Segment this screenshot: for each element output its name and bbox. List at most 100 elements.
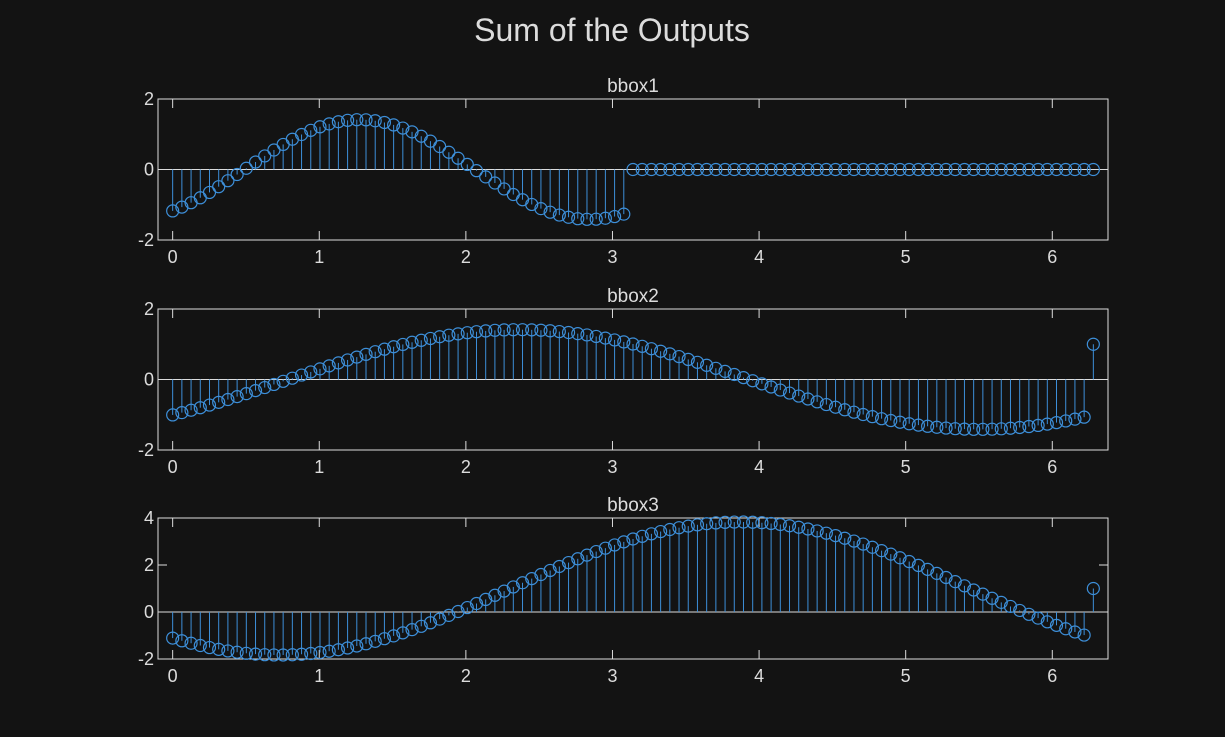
stem-marker: [1003, 599, 1018, 614]
x-tick-label: 4: [754, 247, 764, 267]
x-tick-label: 3: [607, 666, 617, 686]
stem-marker: [626, 337, 640, 351]
stem-marker: [525, 572, 539, 586]
stem-marker: [313, 362, 327, 376]
stem-marker: [561, 555, 576, 570]
stem-marker: [782, 386, 797, 400]
x-tick-label: 2: [461, 457, 471, 477]
stem-marker: [589, 329, 603, 344]
stem-marker: [893, 162, 907, 177]
stem-marker: [957, 162, 972, 177]
stem-marker: [865, 162, 879, 177]
x-tick-label: 2: [461, 247, 471, 267]
stem-marker: [1049, 416, 1064, 430]
stem-marker: [534, 567, 548, 582]
stem-marker: [985, 422, 999, 436]
stem-marker: [1068, 162, 1082, 177]
stem-marker: [571, 212, 585, 226]
stem-marker: [276, 374, 290, 388]
stem-marker: [285, 371, 299, 385]
stem-marker: [782, 162, 797, 177]
stem-marker: [212, 180, 226, 194]
stem-marker: [405, 335, 419, 349]
stem-marker: [258, 648, 272, 662]
stem-marker: [828, 162, 843, 177]
stem-marker: [635, 339, 649, 353]
stem-marker: [423, 331, 438, 346]
stem-marker: [166, 408, 180, 422]
stem-marker: [525, 323, 539, 337]
stem-marker: [810, 524, 824, 538]
stem-marker: [755, 377, 769, 391]
stem-marker: [387, 629, 401, 643]
stem-marker: [1013, 162, 1027, 177]
stem-marker: [525, 197, 539, 212]
stem-marker: [433, 612, 447, 626]
stem-marker: [221, 174, 235, 188]
stem-marker: [847, 534, 861, 548]
stem-marker: [239, 387, 253, 401]
stem-marker: [285, 648, 299, 662]
stem-marker: [543, 563, 557, 578]
stem-marker: [727, 162, 741, 177]
y-tick-label: 0: [144, 602, 154, 622]
stem-marker: [230, 167, 244, 182]
stem-marker: [672, 162, 686, 177]
stem-marker: [313, 120, 327, 134]
x-tick-label: 0: [168, 457, 178, 477]
stem-marker: [552, 324, 566, 339]
stem-marker: [902, 554, 916, 569]
stem-marker: [598, 331, 612, 345]
stem-marker: [221, 644, 235, 658]
stem-marker: [340, 353, 355, 367]
stem-marker: [985, 591, 999, 605]
stem-marker: [598, 541, 612, 555]
stem-marker: [267, 377, 281, 392]
stem-marker: [396, 121, 410, 135]
stem-marker: [644, 162, 659, 177]
figure-title: Sum of the Outputs: [474, 12, 750, 48]
stem-marker: [1022, 162, 1036, 177]
stem-marker: [414, 333, 428, 347]
stem-marker: [506, 580, 520, 594]
x-tick-label: 4: [754, 457, 764, 477]
x-tick-label: 6: [1047, 247, 1057, 267]
stem-marker: [340, 113, 355, 127]
stem-marker: [1077, 628, 1091, 642]
stem-marker: [1086, 162, 1100, 177]
y-tick-label: 0: [144, 160, 154, 180]
stem-marker: [460, 600, 474, 615]
stem-marker: [331, 115, 345, 129]
stem-marker: [700, 162, 714, 177]
stem-marker: [782, 519, 797, 533]
stem-marker: [276, 648, 290, 662]
stem-marker: [736, 162, 751, 177]
stem-marker: [911, 418, 926, 432]
stem-marker: [580, 548, 594, 562]
stem-marker: [313, 645, 327, 660]
stem-marker: [755, 516, 769, 530]
stem-marker: [515, 323, 530, 337]
stem-marker: [1077, 410, 1091, 424]
subplot-title: bbox3: [607, 495, 659, 516]
stem-marker: [230, 390, 244, 404]
stem-marker: [359, 637, 373, 651]
stem-marker: [948, 575, 962, 589]
stem-marker: [479, 324, 493, 338]
subplot-title: bbox1: [607, 76, 659, 97]
stem-marker: [727, 367, 741, 382]
stem-marker: [663, 347, 677, 361]
stem-marker: [166, 631, 180, 645]
stem-marker: [1003, 162, 1018, 177]
stem-marker: [718, 515, 732, 529]
stem-marker: [607, 209, 622, 224]
stem-marker: [221, 392, 235, 407]
stem-marker: [1040, 615, 1054, 629]
stem-marker: [387, 340, 401, 354]
stem-marker: [488, 323, 502, 337]
stem-marker: [580, 328, 594, 342]
stem-marker: [736, 515, 751, 529]
stem-marker: [497, 584, 511, 598]
stem-marker: [976, 422, 990, 436]
